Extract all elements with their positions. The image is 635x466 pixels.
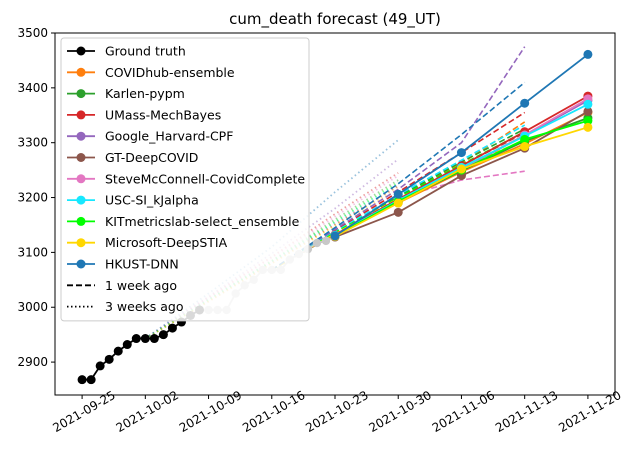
legend-covidhub-ensemble-label: COVIDhub-ensemble: [105, 65, 235, 80]
legend-ground-truth-marker: [77, 47, 86, 56]
hkust-dnn-point: [394, 190, 403, 199]
ground-truth-point: [114, 347, 123, 356]
y-tick-label: 3300: [17, 136, 48, 150]
legend-usc-si-kjalpha-marker: [77, 196, 86, 205]
usc-si-kjalpha-point: [583, 100, 592, 109]
chart-title: cum_death forecast (49_UT): [229, 10, 441, 29]
legend-umass-mechbayes-label: UMass-MechBayes: [105, 107, 221, 122]
legend: Ground truth COVIDhub-ensemble Karlen-pypm…: [61, 38, 309, 321]
legend-covidhub-ensemble-marker: [77, 68, 86, 77]
microsoft-deepstia-point: [583, 123, 592, 132]
legend-google-harvard-cpf-label: Google_Harvard-CPF: [105, 129, 233, 144]
legend-microsoft-deepstia-label: Microsoft-DeepSTIA: [105, 235, 228, 250]
legend-usc-si-kjalpha-label: USC-SI_kJalpha: [105, 193, 199, 208]
one-week-ago-stevemcconnell-covidcomplete-line: [272, 171, 525, 270]
legend-kitmetricslab-select-ensemble-marker: [77, 217, 86, 226]
ground-truth-point: [96, 361, 105, 370]
hkust-dnn-point: [331, 231, 340, 240]
ground-truth-point: [105, 355, 114, 364]
ground-truth-point: [123, 340, 132, 349]
y-tick-label: 3500: [17, 26, 48, 40]
ground-truth-point: [78, 375, 87, 384]
y-tick-label: 3400: [17, 81, 48, 95]
microsoft-deepstia-point: [457, 165, 466, 174]
gt-deepcovid-point: [394, 208, 403, 217]
legend-gt-deepcovid-marker: [77, 153, 86, 162]
hkust-dnn-point: [520, 99, 529, 108]
hkust-dnn-point: [583, 50, 592, 59]
microsoft-deepstia-point: [520, 142, 529, 151]
ground-truth-point: [132, 334, 141, 343]
legend-stevemcconnell-covidcomplete-marker: [77, 174, 86, 183]
legend-stevemcconnell-covidcomplete-label: SteveMcConnell-CovidComplete: [105, 171, 305, 186]
ground-truth-point: [150, 334, 159, 343]
ground-truth-point: [87, 375, 96, 384]
legend-3-weeks-ago-label: 3 weeks ago: [105, 299, 184, 314]
legend-hkust-dnn-label: HKUST-DNN: [105, 257, 179, 272]
legend-gt-deepcovid-label: GT-DeepCOVID: [105, 150, 198, 165]
ground-truth-point: [141, 334, 150, 343]
legend-1-week-ago-label: 1 week ago: [105, 278, 177, 293]
hkust-dnn-point: [457, 148, 466, 157]
y-tick-label: 3200: [17, 191, 48, 205]
faded-truth-point: [322, 237, 330, 245]
legend-google-harvard-cpf-marker: [77, 132, 86, 141]
legend-karlen-pypm-marker: [77, 89, 86, 98]
y-tick-label: 3100: [17, 245, 48, 259]
legend-karlen-pypm-label: Karlen-pypm: [105, 86, 185, 101]
legend-kitmetricslab-select-ensemble-label: KITmetricslab-select_ensemble: [105, 214, 300, 229]
ground-truth-point: [168, 324, 177, 333]
ground-truth-point: [159, 330, 168, 339]
y-tick-label: 2900: [17, 355, 48, 369]
legend-hkust-dnn-marker: [77, 260, 86, 269]
legend-microsoft-deepstia-marker: [77, 238, 86, 247]
legend-ground-truth-label: Ground truth: [105, 44, 186, 59]
y-axis: 2900 3000 3100 3200 3300 3400 3500: [17, 26, 55, 369]
faded-truth-point: [313, 239, 321, 247]
microsoft-deepstia-point: [394, 199, 403, 208]
legend-umass-mechbayes-marker: [77, 110, 86, 119]
y-tick-label: 3000: [17, 300, 48, 314]
